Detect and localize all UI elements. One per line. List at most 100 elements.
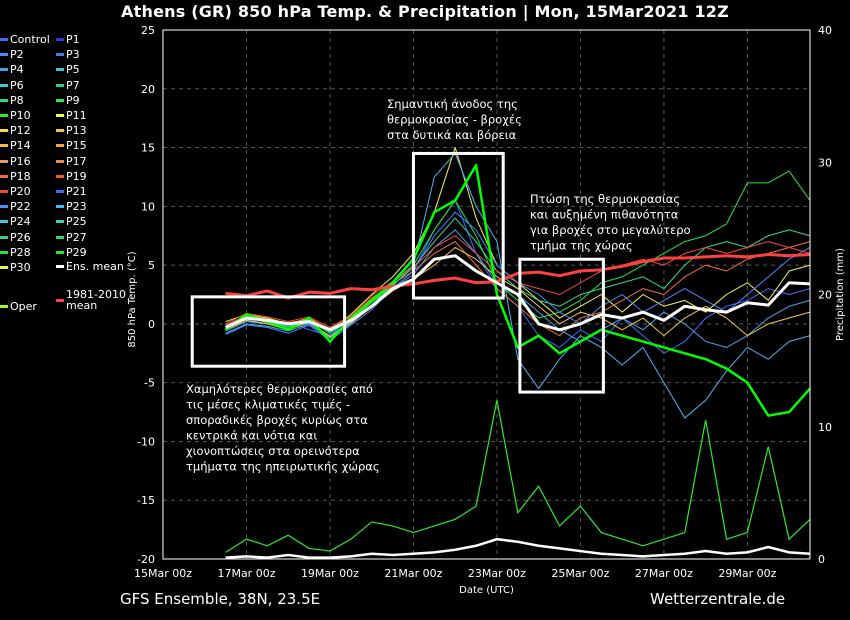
oper-line [224,163,811,417]
legend-entry: P29 [56,246,87,259]
annotation-text-3: χιονοπτώσεις στα ορεινότερα [186,444,360,458]
series-layer [224,147,811,559]
legend-swatch [0,305,8,308]
legend-label: P4 [10,63,24,77]
legend-entry: P23 [56,200,87,213]
x-axis-label: Date (UTC) [459,585,514,596]
legend-swatch [56,98,64,102]
legend-label: P25 [66,215,87,229]
legend-label: P28 [10,245,31,259]
x-tick-label: 25Mar 00z [551,567,609,580]
legend-label: P23 [66,200,87,214]
legend-label: P17 [66,154,87,168]
legend-entry: P7 [56,79,80,92]
p29-line [225,170,811,334]
y-right-tick-label: 20 [818,289,832,302]
legend-entry: P3 [56,48,80,61]
legend-swatch [0,98,8,102]
legend-swatch [0,129,8,133]
legend-entry: Ens. mean [56,260,124,273]
legend-label: 1981-2010 mean [66,288,126,312]
x-tick-label: 27Mar 00z [635,567,693,580]
legend-entry: P1 [56,33,80,46]
y-tick-label: 10 [141,200,155,213]
control-line [225,199,811,354]
legend-label: P14 [10,139,31,153]
legend-label: P22 [10,200,31,214]
legend-entry: P22 [0,200,31,213]
legend-swatch [56,250,64,254]
annotation-text-1: Σημαντική άνοδος της [387,97,518,111]
legend-swatch [0,144,8,148]
legend-label: P30 [10,261,31,274]
legend-label: P13 [66,124,87,138]
precip-max-line [225,400,811,553]
legend-label: P26 [10,230,31,244]
x-tick-label: 21Mar 00z [384,567,442,580]
legend-entry: P11 [56,109,87,122]
legend-label: P11 [66,109,87,122]
legend-entry: P6 [0,79,24,92]
y-tick-label: -5 [144,377,155,390]
axes: -20 -15 -10 -5 0 5 10 15 20 25 0 10 20 30 40 15Mar 00z 1… [127,24,846,596]
legend-label: P20 [10,185,31,198]
y-tick-label: 25 [141,24,155,37]
legend-entry: P21 [56,185,87,198]
legend-entry: P24 [0,215,31,228]
legend-label: P9 [66,93,80,107]
y-right-tick-label: 0 [818,553,825,566]
legend-swatch [0,83,8,87]
legend-entry: P2 [0,48,24,61]
legend-entry: P25 [56,215,87,228]
y-right-tick-label: 30 [818,156,832,169]
chart-title: Athens (GR) 850 hPa Temp. & Precipitatio… [121,2,729,21]
y-tick-label: 20 [141,83,155,96]
legend-swatch [0,174,8,178]
legend-swatch [0,220,8,224]
legend-entry: P19 [56,170,87,183]
legend-label: P6 [10,78,24,92]
y-right-tick-label: 40 [818,24,832,37]
legend-entry: P14 [0,139,31,152]
legend-label: P1 [66,33,80,46]
legend-entry: P13 [56,124,87,137]
legend-entry: Oper [0,300,37,313]
y-right-tick-label: 10 [818,421,832,434]
annotation-box-3 [190,295,347,368]
legend-label: P21 [66,185,87,198]
annotation-box-1 [411,151,505,300]
annotation-text-2: Πτώση της θερμοκρασίας [530,192,680,206]
legend-swatch [56,68,64,72]
legend-entry: P16 [0,155,31,168]
annotation-text-3: Χαμηλότερες θερμοκρασίες από [186,382,373,396]
legend-entry: P17 [56,155,87,168]
legend-label: P19 [66,169,87,183]
legend-swatch [0,235,8,239]
legend-label: P12 [10,124,31,138]
legend-swatch [56,265,64,268]
legend-swatch [56,235,64,239]
legend-entry: P12 [0,124,31,137]
y-tick-label: 0 [148,318,155,331]
legend-label: P18 [10,169,31,183]
legend-entry: P4 [0,63,24,76]
legend-label: Control [10,33,50,46]
legend-entry: P28 [0,246,31,259]
annotation-boxes [190,151,605,394]
x-tick-label: 15Mar 00z [134,567,192,580]
plot-frame [162,29,811,560]
legend-entry: P15 [56,139,87,152]
y-tick-label: 15 [141,142,155,155]
legend-entry: P5 [56,63,80,76]
model-info: GFS Ensemble, 38N, 23.5E [120,590,321,608]
legend-entry: P8 [0,94,24,107]
legend-swatch [56,53,64,57]
annotation-text-3: κεντρικά και νότια και [186,429,317,443]
y-tick-label: 5 [148,259,155,272]
y-tick-label: -20 [137,553,155,566]
x-tick-label: 29Mar 00z [718,567,776,580]
ens-mean-line [224,254,811,332]
x-tick-label: 19Mar 00z [301,567,359,580]
annotation-text-2: τμήμα της χώρας [530,239,633,253]
legend-swatch [0,114,8,117]
